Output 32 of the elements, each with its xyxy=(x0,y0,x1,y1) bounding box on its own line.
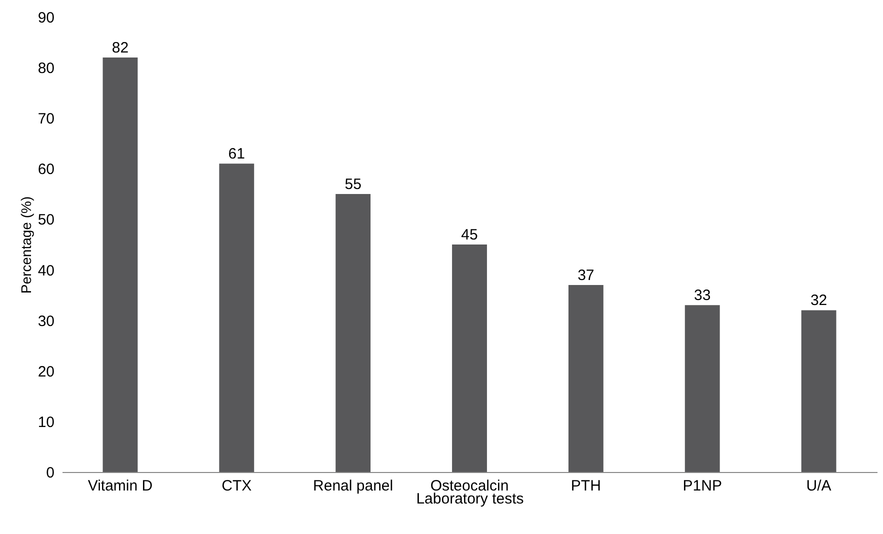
bar xyxy=(684,305,720,472)
bar xyxy=(336,194,371,472)
data-label: 45 xyxy=(461,226,478,244)
y-tick-label: 20 xyxy=(38,363,54,380)
x-tick-label: PTH xyxy=(570,478,601,494)
x-tick-label: U/A xyxy=(806,478,832,494)
bar xyxy=(452,244,487,472)
bar xyxy=(568,284,604,472)
data-label: 82 xyxy=(112,39,129,56)
data-label: 33 xyxy=(694,287,711,304)
y-tick-label: 90 xyxy=(38,10,54,26)
bar xyxy=(102,57,138,472)
x-axis-title: Laboratory tests xyxy=(416,490,524,508)
y-axis-title: Percentage (%) xyxy=(18,196,34,294)
y-tick-label: 40 xyxy=(38,262,54,280)
data-label: 61 xyxy=(228,146,245,163)
x-tick-label: P1NP xyxy=(682,478,722,494)
y-tick-label: 0 xyxy=(46,464,54,482)
y-tick-label: 30 xyxy=(38,312,54,330)
y-tick-label: 10 xyxy=(38,414,54,431)
data-label: 32 xyxy=(810,292,828,310)
data-label: 55 xyxy=(344,176,362,193)
y-tick-label: 80 xyxy=(38,60,54,78)
y-tick-label: 60 xyxy=(38,161,54,178)
x-tick-label: CTX xyxy=(222,478,252,494)
y-tick-label: 70 xyxy=(38,110,54,128)
bar xyxy=(219,164,254,472)
data-label: 37 xyxy=(578,266,594,284)
bar xyxy=(801,310,836,472)
y-tick-label: 50 xyxy=(38,212,54,229)
x-tick-label: Renal panel xyxy=(313,478,394,494)
x-tick-label: Vitamin D xyxy=(88,478,153,494)
